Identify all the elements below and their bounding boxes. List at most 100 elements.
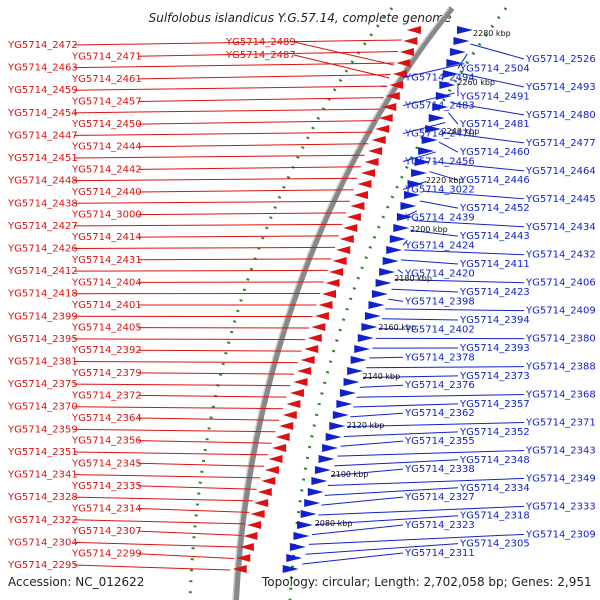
reverse-gene-label[interactable]: YG5714_2393 <box>459 343 530 354</box>
reverse-gene-label[interactable]: YG5714_2439 <box>404 212 475 223</box>
reverse-gene-label[interactable]: YG5714_2470 <box>404 129 475 140</box>
reverse-gene-label[interactable]: YG5714_2327 <box>404 492 475 503</box>
reverse-gene-label[interactable]: YG5714_2349 <box>525 473 596 484</box>
forward-gene-label[interactable]: YG5714_2457 <box>71 97 142 108</box>
reverse-gene-label[interactable]: YG5714_2434 <box>525 222 596 233</box>
reverse-gene-label[interactable]: YG5714_2333 <box>525 501 596 512</box>
reverse-gene-label[interactable]: YG5714_2464 <box>525 166 596 177</box>
forward-gene-label[interactable]: YG5714_2304 <box>7 537 78 548</box>
forward-gene-label[interactable]: YG5714_2461 <box>71 74 142 85</box>
forward-gene-label[interactable]: YG5714_2379 <box>71 368 142 379</box>
forward-gene-label[interactable]: YG5714_2341 <box>7 470 78 481</box>
reverse-gene-label[interactable]: YG5714_2409 <box>525 306 596 317</box>
forward-gene-label[interactable]: YG5714_2448 <box>7 176 78 187</box>
forward-gene-label[interactable]: YG5714_2438 <box>7 198 78 209</box>
forward-gene-label[interactable]: YG5714_2395 <box>7 334 78 345</box>
forward-gene-label[interactable]: YG5714_2431 <box>71 255 142 266</box>
forward-gene-label[interactable]: YG5714_2444 <box>71 142 142 153</box>
reverse-gene-label[interactable]: YG5714_2394 <box>459 315 530 326</box>
reverse-gene-label[interactable]: YG5714_2420 <box>404 268 475 279</box>
forward-gene-label[interactable]: YG5714_2381 <box>7 357 78 368</box>
reverse-gene-label[interactable]: YG5714_2352 <box>459 427 530 438</box>
reverse-gene-label[interactable]: YG5714_2334 <box>459 483 530 494</box>
forward-gene-label[interactable]: YG5714_2314 <box>71 503 142 514</box>
forward-gene-label[interactable]: YG5714_2426 <box>7 243 78 254</box>
reverse-gene-label[interactable]: YG5714_2446 <box>459 175 530 186</box>
forward-gene-label[interactable]: YG5714_2471 <box>71 51 142 62</box>
forward-gene-label[interactable]: YG5714_2322 <box>7 515 78 526</box>
reverse-gene-label[interactable]: YG5714_2402 <box>404 324 475 335</box>
forward-gene-label[interactable]: YG5714_2447 <box>7 130 78 141</box>
forward-gene-label[interactable]: YG5714_2375 <box>7 379 78 390</box>
forward-gene-label[interactable]: YG5714_2412 <box>7 266 78 277</box>
forward-gene-label[interactable]: YG5714_2295 <box>7 560 78 571</box>
forward-gene-label[interactable]: YG5714_3000 <box>71 210 142 221</box>
forward-gene-label[interactable]: YG5714_2463 <box>7 63 78 74</box>
reverse-gene-label[interactable]: YG5714_2338 <box>404 464 475 475</box>
forward-gene-label[interactable]: YG5714_2404 <box>71 277 142 288</box>
forward-gene-label[interactable]: YG5714_2345 <box>71 458 142 469</box>
forward-gene-label[interactable]: YG5714_2472 <box>7 40 78 51</box>
reverse-gene-label[interactable]: YG5714_2388 <box>525 362 596 373</box>
reverse-gene-label[interactable]: YG5714_2460 <box>459 147 530 158</box>
forward-gene-label[interactable]: YG5714_2405 <box>71 323 142 334</box>
reverse-gene-label[interactable]: YG5714_2443 <box>459 231 530 242</box>
forward-gene-label[interactable]: YG5714_2372 <box>71 390 142 401</box>
reverse-gene-label[interactable]: YG5714_2380 <box>525 334 596 345</box>
top-gene-label[interactable]: YG5714_2489 <box>225 37 296 48</box>
reverse-gene-label[interactable]: YG5714_2348 <box>459 455 530 466</box>
reverse-gene-label[interactable]: YG5714_2526 <box>525 54 596 65</box>
reverse-gene-label[interactable]: YG5714_2357 <box>459 399 530 410</box>
reverse-gene-label[interactable]: YG5714_2376 <box>404 380 475 391</box>
reverse-gene-label[interactable]: YG5714_2445 <box>525 194 596 205</box>
forward-gene-label[interactable]: YG5714_2364 <box>71 413 142 424</box>
forward-gene-label[interactable]: YG5714_2440 <box>71 187 142 198</box>
forward-gene-label[interactable]: YG5714_2451 <box>7 153 78 164</box>
reverse-gene-label[interactable]: YG5714_2480 <box>525 110 596 121</box>
reverse-gene-label[interactable]: YG5714_2378 <box>404 352 475 363</box>
forward-gene-label[interactable]: YG5714_2459 <box>7 85 78 96</box>
reverse-gene-label[interactable]: YG5714_2371 <box>525 418 596 429</box>
forward-gene-label[interactable]: YG5714_2454 <box>7 108 78 119</box>
forward-gene-label[interactable]: YG5714_2450 <box>71 119 142 130</box>
forward-gene-label[interactable]: YG5714_2418 <box>7 289 78 300</box>
reverse-gene-label[interactable]: YG5714_2323 <box>404 520 475 531</box>
reverse-gene-label[interactable]: YG5714_2504 <box>459 63 530 74</box>
reverse-gene-label[interactable]: YG5714_2406 <box>525 278 596 289</box>
forward-gene-label[interactable]: YG5714_2392 <box>71 345 142 356</box>
reverse-gene-label[interactable]: YG5714_2481 <box>459 119 530 130</box>
reverse-gene-label[interactable]: YG5714_2477 <box>525 138 596 149</box>
forward-gene-label[interactable]: YG5714_2427 <box>7 221 78 232</box>
reverse-gene-label[interactable]: YG5714_2493 <box>525 82 596 93</box>
top-gene-label[interactable]: YG5714_2487 <box>225 50 296 61</box>
reverse-gene-label[interactable]: YG5714_2411 <box>459 259 530 270</box>
reverse-gene-label[interactable]: YG5714_2432 <box>525 250 596 261</box>
reverse-gene-label[interactable]: YG5714_2483 <box>404 101 475 112</box>
reverse-gene-label[interactable]: YG5714_2368 <box>525 390 596 401</box>
reverse-gene-label[interactable]: YG5714_2373 <box>459 371 530 382</box>
forward-gene-label[interactable]: YG5714_2328 <box>7 492 78 503</box>
reverse-gene-label[interactable]: YG5714_2311 <box>404 548 475 559</box>
reverse-gene-label[interactable]: YG5714_2494 <box>404 73 475 84</box>
forward-gene-label[interactable]: YG5714_2399 <box>7 311 78 322</box>
forward-gene-label[interactable]: YG5714_2370 <box>7 402 78 413</box>
forward-gene-label[interactable]: YG5714_2299 <box>71 549 142 560</box>
forward-gene-label[interactable]: YG5714_2356 <box>71 436 142 447</box>
reverse-gene-label[interactable]: YG5714_2309 <box>525 529 596 540</box>
forward-gene-label[interactable]: YG5714_2351 <box>7 447 78 458</box>
reverse-gene-label[interactable]: YG5714_2423 <box>459 287 530 298</box>
reverse-gene-label[interactable]: YG5714_2452 <box>459 203 530 214</box>
reverse-gene-label[interactable]: YG5714_2424 <box>404 240 475 251</box>
reverse-gene-label[interactable]: YG5714_2491 <box>459 91 530 102</box>
forward-gene-label[interactable]: YG5714_2359 <box>7 424 78 435</box>
forward-gene-label[interactable]: YG5714_2414 <box>71 232 142 243</box>
reverse-gene-label[interactable]: YG5714_2362 <box>404 408 475 419</box>
forward-gene-label[interactable]: YG5714_2401 <box>71 300 142 311</box>
reverse-gene-label[interactable]: YG5714_2343 <box>525 445 596 456</box>
forward-gene-label[interactable]: YG5714_2307 <box>71 526 142 537</box>
forward-gene-label[interactable]: YG5714_2335 <box>71 481 142 492</box>
reverse-gene-label[interactable]: YG5714_2355 <box>404 436 475 447</box>
reverse-gene-label[interactable]: YG5714_3022 <box>404 184 475 195</box>
reverse-gene-label[interactable]: YG5714_2456 <box>404 157 475 168</box>
reverse-gene-label[interactable]: YG5714_2398 <box>404 296 475 307</box>
